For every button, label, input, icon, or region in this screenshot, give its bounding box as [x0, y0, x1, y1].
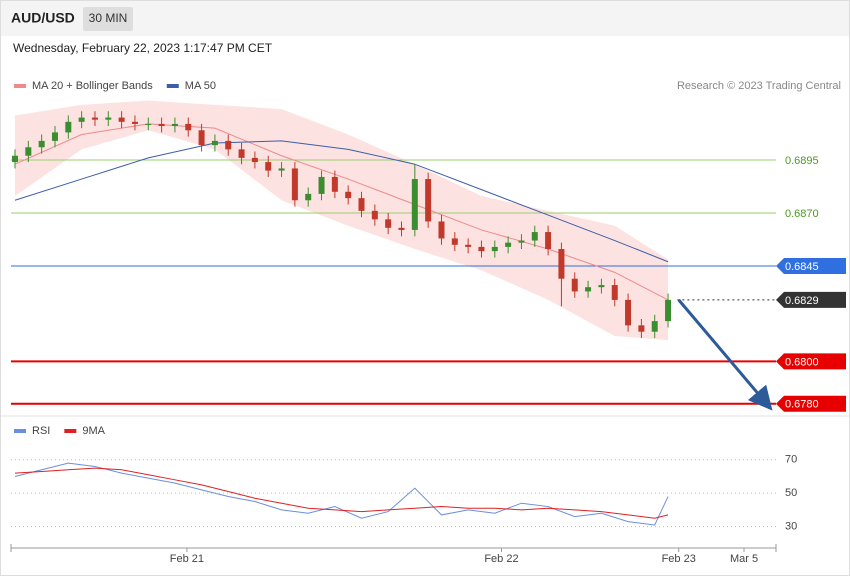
- candle-body: [451, 238, 458, 245]
- legend-swatch: [64, 429, 77, 433]
- candle-body: [291, 168, 298, 201]
- legend-swatch: [14, 84, 26, 88]
- candle-body: [105, 117, 112, 120]
- indicator-line: [14, 467, 669, 519]
- candle-body: [585, 287, 592, 292]
- ma-line: [14, 123, 669, 301]
- candle-body: [491, 246, 498, 252]
- candle-body: [398, 227, 405, 230]
- legend-swatch: [14, 429, 26, 433]
- symbol: AUD/USD: [11, 10, 75, 26]
- bollinger-band: [14, 100, 669, 341]
- candle-body: [638, 325, 645, 332]
- candle-body: [251, 157, 258, 163]
- header-bar: [1, 1, 849, 36]
- forecast-arrow: [677, 298, 773, 411]
- legend-swatch: [166, 84, 179, 88]
- candle-body: [358, 198, 365, 211]
- candle-body: [131, 121, 138, 124]
- interval-box: [83, 7, 133, 31]
- candle-body: [331, 176, 338, 192]
- candle-body: [371, 210, 378, 220]
- level-label-box: [776, 291, 846, 308]
- candle-body: [145, 123, 152, 125]
- candle-body: [545, 232, 552, 250]
- candle-body: [611, 285, 618, 300]
- candle-body: [25, 147, 32, 156]
- legend-label: MA 50: [185, 80, 216, 92]
- candle-body: [571, 278, 578, 292]
- candle-body: [625, 299, 632, 326]
- y-tick-label: 30: [785, 521, 797, 533]
- level-label: 0.6870: [785, 208, 819, 220]
- level-label: 0.6845: [785, 261, 819, 273]
- candle-body: [91, 117, 98, 120]
- candle-body: [438, 221, 445, 239]
- level-label-box: [776, 353, 846, 370]
- level-label-box: [776, 395, 846, 412]
- level-label: 0.6780: [785, 399, 819, 411]
- candle-body: [318, 176, 325, 194]
- candle-body: [171, 123, 178, 127]
- legend-label: RSI: [32, 425, 50, 437]
- candle-body: [11, 155, 18, 163]
- candle-body: [425, 179, 432, 222]
- candle-body: [411, 179, 418, 230]
- y-tick-label: 50: [785, 487, 797, 499]
- candle-body: [38, 140, 45, 148]
- candle-body: [478, 246, 485, 252]
- candle-body: [305, 193, 312, 201]
- candle-body: [345, 191, 352, 199]
- y-tick-label: 70: [785, 454, 797, 466]
- candle-body: [665, 299, 672, 322]
- candle-body: [651, 321, 658, 332]
- candle-body: [385, 219, 392, 228]
- candle-body: [265, 162, 272, 171]
- x-tick-label: Feb 23: [662, 553, 696, 565]
- candle-body: [238, 149, 245, 158]
- candle-body: [278, 168, 285, 171]
- credit: Research © 2023 Trading Central: [677, 80, 841, 92]
- ma-line: [14, 140, 669, 263]
- x-tick-label: Feb 22: [484, 553, 518, 565]
- candle-body: [211, 140, 218, 146]
- timestamp: Wednesday, February 22, 2023 1:17:47 PM …: [13, 41, 273, 55]
- candle-body: [558, 249, 565, 279]
- candle-body: [518, 240, 525, 243]
- candle-body: [465, 244, 472, 247]
- candle-body: [531, 232, 538, 241]
- candle-body: [118, 117, 125, 122]
- x-tick-label: Feb 21: [170, 553, 204, 565]
- indicator-line: [14, 462, 669, 526]
- level-label: 0.6829: [785, 295, 819, 307]
- candle-body: [598, 285, 605, 288]
- candle-body: [78, 117, 85, 122]
- candle-body: [505, 242, 512, 247]
- x-tick-label: Mar 5: [730, 553, 758, 565]
- level-label: 0.6800: [785, 356, 819, 368]
- level-label: 0.6895: [785, 155, 819, 167]
- level-label-box: [776, 257, 846, 274]
- interval: 30 MIN: [89, 11, 128, 25]
- candle-body: [51, 132, 58, 141]
- candle-body: [225, 140, 232, 150]
- candle-body: [158, 123, 165, 127]
- candle-body: [198, 130, 205, 146]
- candle-body: [185, 123, 192, 131]
- legend-label: 9MA: [82, 425, 105, 437]
- candle-body: [65, 121, 72, 133]
- legend-label: MA 20 + Bollinger Bands: [32, 80, 153, 92]
